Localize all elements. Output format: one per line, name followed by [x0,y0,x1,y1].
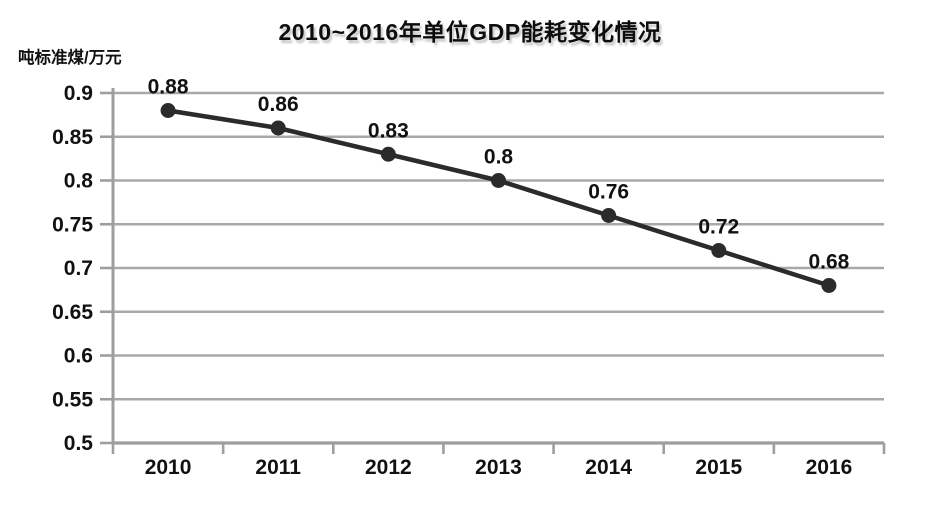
data-point [491,173,506,188]
y-tick-label: 0.75 [52,213,93,236]
x-tick-label: 2010 [145,456,192,479]
y-tick-label: 0.6 [64,345,93,368]
data-point [380,146,396,162]
data-point-label: 0.86 [258,93,299,116]
y-axis-unit-label: 吨标准煤/万元 [18,49,122,67]
data-point-label: 0.83 [368,119,409,142]
y-tick-label: 0.7 [64,257,93,280]
y-tick-label: 0.55 [52,388,93,411]
x-tick-label: 2016 [806,456,853,479]
x-tick-label: 2012 [365,456,412,479]
data-point [270,120,286,136]
data-point-label: 0.8 [484,146,514,169]
data-point-label: 0.72 [698,216,739,239]
y-tick-label: 0.85 [52,126,93,149]
data-point-label: 0.76 [588,181,629,204]
data-point-label: 0.68 [808,251,849,274]
x-tick-label: 2013 [475,456,522,479]
chart-title: 2010~2016年单位GDP能耗变化情况 [278,19,662,45]
y-tick-label: 0.9 [64,82,93,105]
y-tick-label: 0.8 [64,170,94,193]
x-tick-label: 2015 [695,456,742,479]
data-point-label: 0.88 [148,76,189,99]
y-tick-label: 0.65 [52,301,93,324]
data-point [711,243,727,258]
x-tick-label: 2014 [585,456,632,479]
data-point [601,208,617,223]
x-tick-label: 2011 [255,456,301,479]
y-tick-label: 0.5 [64,432,94,455]
data-point [160,103,176,118]
data-point [821,278,837,293]
